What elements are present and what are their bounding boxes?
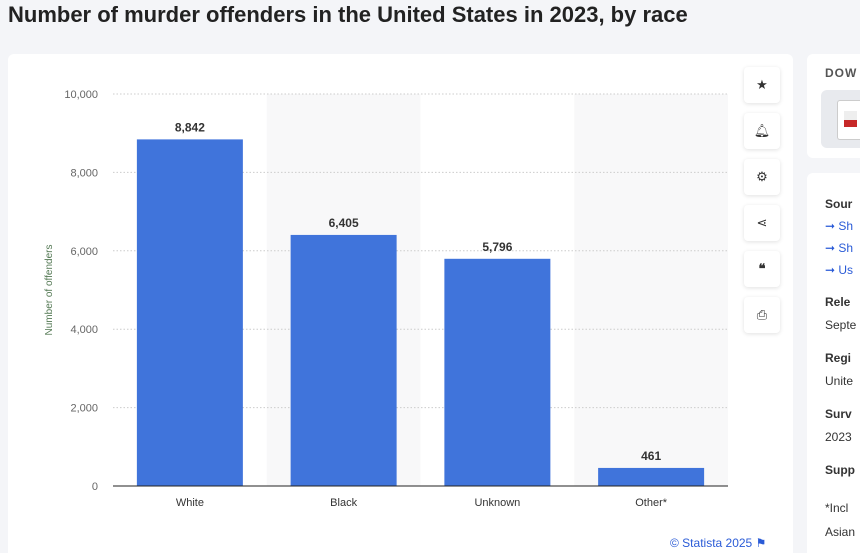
bar[interactable]: [136, 139, 243, 486]
note-line: Asian: [825, 525, 856, 539]
supplementary-heading: Supp: [825, 463, 855, 477]
bar[interactable]: [444, 258, 551, 486]
y-tick-label: 6,000: [70, 246, 98, 258]
x-tick-label: Other*: [635, 497, 668, 509]
pdf-download-button[interactable]: [821, 90, 860, 148]
print-icon[interactable]: ⎙: [744, 297, 780, 333]
quote-icon[interactable]: ❝: [744, 251, 780, 287]
source-link[interactable]: ➞ Sh: [825, 241, 854, 255]
data-label: 5,796: [482, 240, 512, 254]
chart-toolbar: ★ 🔔︎ ⚙ ⋖ ❝ ⎙: [744, 67, 780, 343]
gear-icon[interactable]: ⚙: [744, 159, 780, 195]
y-tick-label: 4,000: [70, 324, 98, 336]
y-axis-label: Number of offenders: [44, 245, 55, 336]
source-link[interactable]: ➞ Sh: [825, 219, 854, 233]
data-label: 461: [641, 449, 661, 463]
flag-icon: ⚑: [755, 536, 767, 550]
y-tick-label: 10,000: [64, 89, 98, 101]
y-tick-label: 0: [92, 481, 98, 493]
y-tick-label: 8,000: [70, 167, 98, 179]
bar-chart: 0 2,000 4,000 6,000 8,000 10,000 8,842 White 6,4…: [44, 89, 728, 509]
data-label: 6,405: [329, 216, 359, 230]
download-heading: DOW: [825, 66, 858, 80]
bell-icon[interactable]: 🔔︎: [744, 113, 780, 149]
y-tick-label: 2,000: [70, 403, 98, 415]
download-panel: DOW: [807, 54, 860, 158]
star-icon[interactable]: ★: [744, 67, 780, 103]
bar[interactable]: [290, 234, 397, 486]
pdf-icon: [837, 100, 860, 140]
note-line: *Incl: [825, 501, 849, 515]
survey-value: 2023: [825, 430, 852, 444]
data-label: 8,842: [175, 120, 205, 134]
bar[interactable]: [598, 467, 705, 486]
x-tick-label: Black: [330, 497, 357, 509]
source-heading: Sour: [825, 197, 853, 211]
release-value: Septe: [825, 318, 857, 332]
page-title: Number of murder offenders in the United…: [8, 2, 688, 27]
survey-heading: Surv: [825, 407, 852, 421]
band-shade: [574, 94, 728, 486]
share-icon[interactable]: ⋖: [744, 205, 780, 241]
statista-credit[interactable]: © Statista 2025 ⚑: [670, 536, 766, 550]
region-heading: Regi: [825, 351, 852, 365]
region-value: Unite: [825, 374, 854, 388]
release-heading: Rele: [825, 295, 851, 309]
source-link[interactable]: ➞ Us: [825, 263, 854, 277]
info-panel: Sour ➞ Sh ➞ Sh ➞ Us Rele Septe Regi Unit…: [807, 173, 860, 553]
credit-text[interactable]: © Statista 2025: [670, 536, 753, 550]
x-tick-label: Unknown: [474, 497, 520, 509]
x-tick-label: White: [176, 497, 204, 509]
